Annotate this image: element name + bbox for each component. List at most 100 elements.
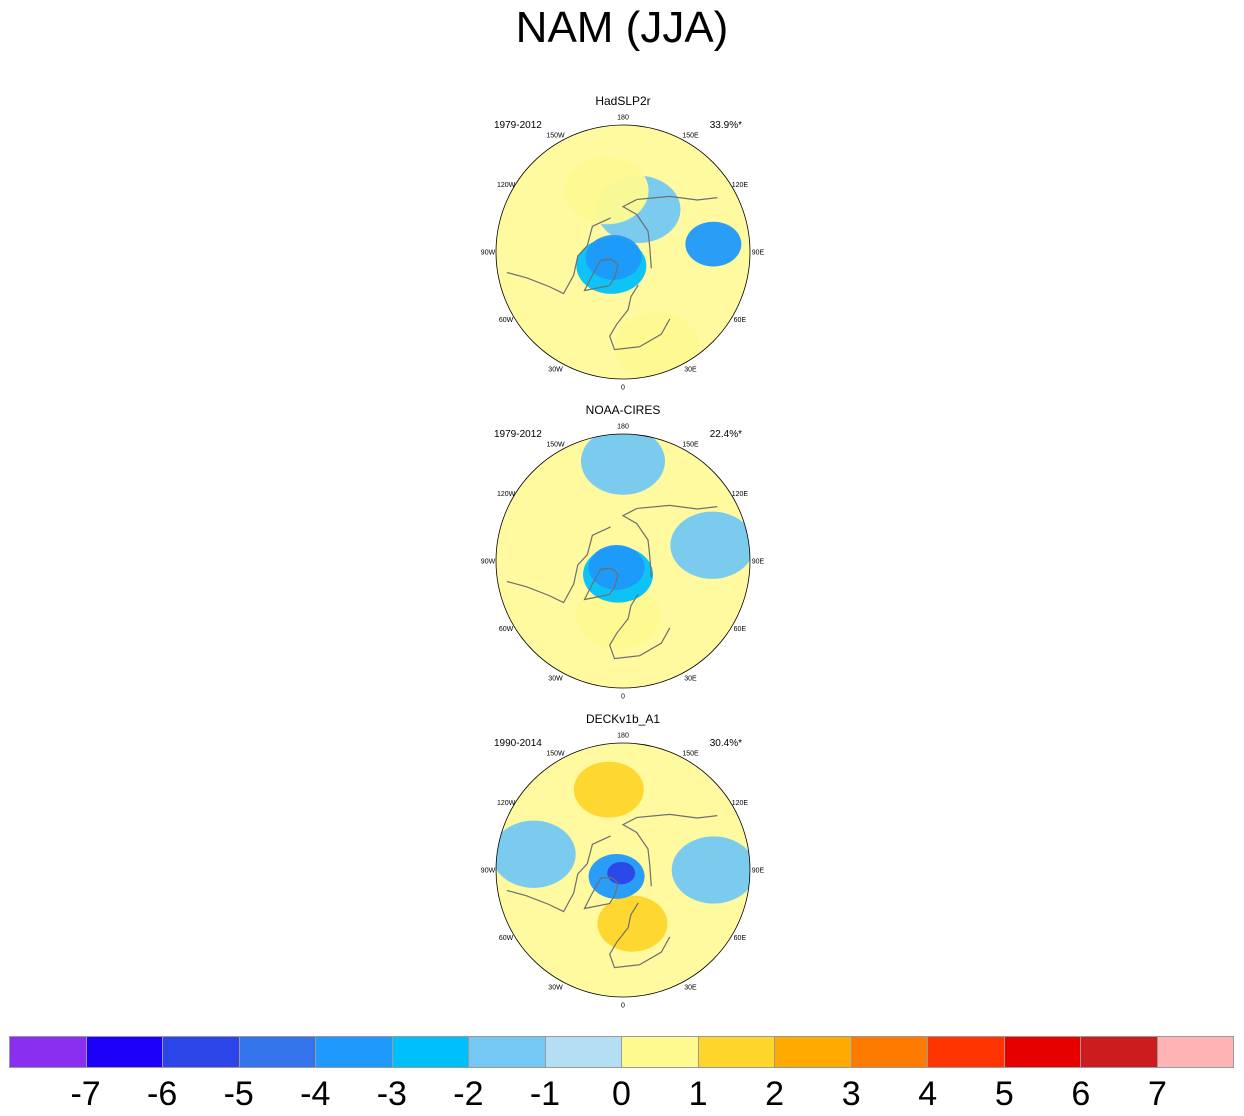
lon-label: 150W: [546, 751, 565, 758]
lon-label: 30E: [684, 366, 697, 373]
coastline: [621, 813, 718, 887]
panel-title: NOAA-CIRES: [585, 403, 661, 417]
colorbar-swatch: [469, 1037, 546, 1067]
map-boundary: [495, 742, 751, 998]
lon-label: 120W: [497, 491, 516, 498]
colorbar-swatch: [928, 1037, 1005, 1067]
colorbar-tick-label: 0: [612, 1075, 631, 1113]
panel-variance: 30.4%*: [709, 738, 742, 749]
colorbar-swatch: [1081, 1037, 1158, 1067]
anomaly-blob: [564, 157, 649, 225]
panel-hadslp2r: 180 150E 120E 90E 60E 30E 0 30W 60W 90W 120W 150W H…: [470, 94, 776, 394]
colorbar-swatch: [163, 1037, 240, 1067]
colorbar-tick-label: -7: [70, 1075, 101, 1113]
lon-label: 60W: [499, 626, 514, 633]
colorbar-tick-label: -6: [147, 1075, 178, 1113]
lon-label: 60E: [734, 935, 747, 942]
coastline: [583, 876, 619, 910]
coastline: [609, 902, 671, 969]
colorbar-swatch: [239, 1037, 316, 1067]
lon-label: 90W: [481, 559, 496, 566]
lon-label: 60E: [734, 626, 747, 633]
anomaly-blob: [588, 545, 645, 590]
colorbar: [9, 1036, 1234, 1068]
lon-label: 60W: [499, 317, 514, 324]
colorbar-tick-label: -2: [453, 1075, 484, 1113]
lon-label: 150W: [546, 442, 565, 449]
panel-period: 1990-2014: [494, 738, 542, 749]
lon-label: 90E: [752, 250, 765, 257]
lon-label: 120W: [497, 800, 516, 807]
lon-label: 120E: [732, 182, 749, 189]
coastline: [506, 835, 611, 913]
lon-label: 60E: [734, 317, 747, 324]
anomaly-blob: [496, 820, 576, 888]
panel-period: 1979-2012: [494, 120, 542, 131]
lon-label: 0: [621, 385, 625, 392]
colorbar-tick-label: -3: [376, 1075, 407, 1113]
anomaly-blob: [685, 221, 742, 267]
coastline: [583, 567, 619, 601]
lon-label: 0: [621, 1003, 625, 1010]
lon-label: 90W: [481, 868, 496, 875]
colorbar-swatch: [86, 1037, 163, 1067]
colorbar-swatch: [392, 1037, 469, 1067]
colorbar-swatch: [1004, 1037, 1081, 1067]
anomaly-blob: [585, 235, 642, 280]
colorbar-swatch: [698, 1037, 775, 1067]
lon-label: 30W: [548, 984, 563, 991]
colorbar-swatch: [1157, 1037, 1233, 1067]
panel-variance: 33.9%*: [709, 120, 742, 131]
colorbar-swatch: [775, 1037, 852, 1067]
map-boundary: [495, 433, 751, 689]
lon-label: 60W: [499, 935, 514, 942]
coastline: [506, 217, 611, 295]
anomaly-blob: [607, 861, 636, 885]
lon-label: 30W: [548, 675, 563, 682]
colorbar-swatch: [316, 1037, 393, 1067]
anomaly-blob: [576, 581, 661, 649]
lon-label: 150E: [682, 442, 699, 449]
polar-map: 180 150E 120E 90E 60E 30E 0 30W 60W 90W 120W 150W: [481, 424, 765, 701]
lon-label: 180: [617, 115, 629, 122]
colorbar-tick-label: -4: [300, 1075, 331, 1113]
panel-deckv1b-a1: 180 150E 120E 90E 60E 30E 0 30W 60W 90W 120W 150W D…: [470, 712, 776, 1012]
panel-title: HadSLP2r: [595, 94, 651, 108]
figure-title: NAM (JJA): [515, 3, 729, 52]
coastline: [609, 593, 671, 660]
coastline: [609, 284, 671, 351]
colorbar-tick-label: 2: [765, 1075, 785, 1113]
lon-label: 150E: [682, 751, 699, 758]
lon-label: 30E: [684, 984, 697, 991]
lon-label: 90E: [752, 868, 765, 875]
colorbar-tick-label: 5: [994, 1075, 1014, 1113]
polar-map: 180 150E 120E 90E 60E 30E 0 30W 60W 90W 120W 150W: [481, 733, 765, 1010]
lon-label: 30W: [548, 366, 563, 373]
panel-variance: 22.4%*: [709, 429, 742, 440]
lon-label: 150W: [546, 133, 565, 140]
anomaly-blob: [573, 761, 644, 818]
polar-map: 180 150E 120E 90E 60E 30E 0 30W 60W 90W 120W 150W: [481, 115, 765, 392]
anomaly-blob: [671, 836, 750, 904]
lon-label: 150E: [682, 133, 699, 140]
colorbar-tick-label: 3: [841, 1075, 861, 1113]
map-boundary: [495, 124, 751, 380]
lon-label: 0: [621, 694, 625, 701]
colorbar-swatch: [545, 1037, 622, 1067]
anomaly-blob: [581, 434, 665, 495]
panel-period: 1979-2012: [494, 429, 542, 440]
coastline: [621, 504, 718, 578]
colorbar-tick-label: 7: [1147, 1075, 1167, 1113]
colorbar-swatch: [10, 1037, 87, 1067]
lon-label: 120E: [732, 491, 749, 498]
colorbar-swatch: [851, 1037, 928, 1067]
lon-label: 180: [617, 733, 629, 740]
coastline: [621, 195, 718, 269]
lon-label: 180: [617, 424, 629, 431]
colorbar-tick-label: -5: [223, 1075, 254, 1113]
colorbar-tick-label: -1: [529, 1075, 561, 1113]
colorbar-tick-label: 6: [1071, 1075, 1091, 1113]
lon-label: 90W: [481, 250, 496, 257]
coastline: [506, 526, 611, 604]
lon-label: 90E: [752, 559, 765, 566]
